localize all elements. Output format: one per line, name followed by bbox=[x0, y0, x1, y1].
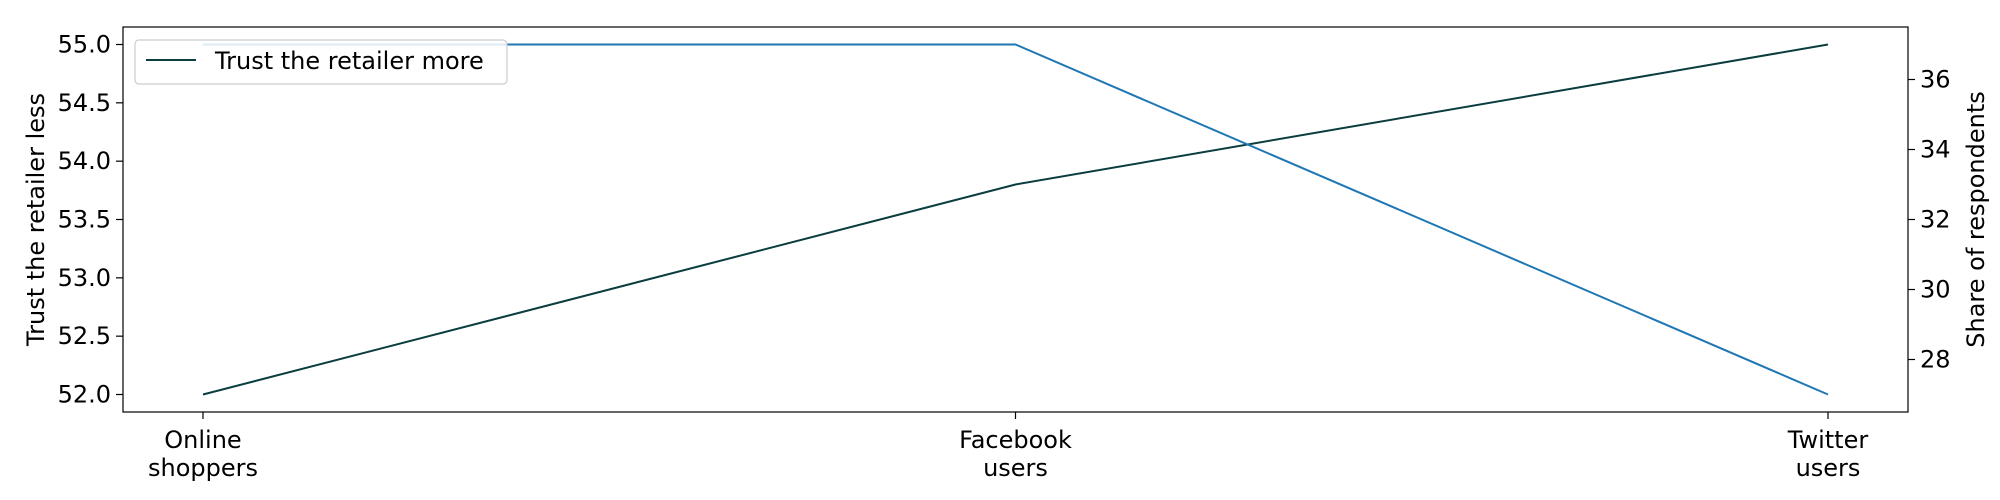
right-tick-label: 36 bbox=[1920, 66, 1951, 94]
axes: 52.0 52.5 53.0 53.5 54.0 54.5 55.0 28 30 32 34 36 On… bbox=[58, 26, 1951, 482]
right-tick-label: 32 bbox=[1920, 206, 1951, 234]
legend-box bbox=[134, 39, 508, 85]
plot-frame bbox=[122, 26, 1909, 413]
x-tick-label: Online shoppers bbox=[148, 426, 258, 482]
left-axis-title: Trust the retailer less bbox=[22, 93, 50, 347]
left-tick-label: 53.0 bbox=[58, 264, 111, 292]
x-tick-label: Facebook users bbox=[959, 426, 1072, 482]
series-line-trust-more bbox=[202, 43, 1829, 396]
right-axis-title: Share of respondents bbox=[1962, 91, 1990, 348]
legend-label-trust-more: Trust the retailer more bbox=[214, 47, 484, 75]
left-tick-label: 52.0 bbox=[58, 381, 111, 409]
left-tick-label: 53.5 bbox=[58, 206, 111, 234]
legend: Trust the retailer more bbox=[134, 39, 508, 85]
right-tick-label: 30 bbox=[1920, 276, 1951, 304]
x-tick-label: Twitter users bbox=[1787, 426, 1869, 482]
left-tick-label: 55.0 bbox=[58, 31, 111, 59]
left-tick-label: 54.0 bbox=[58, 147, 111, 175]
series-line-right-axis bbox=[203, 43, 1829, 396]
left-tick-label: 52.5 bbox=[58, 322, 111, 350]
right-tick-label: 34 bbox=[1920, 136, 1951, 164]
left-tick-label: 54.5 bbox=[58, 89, 111, 117]
right-tick-label: 28 bbox=[1920, 346, 1951, 374]
plot-area bbox=[202, 43, 1829, 396]
